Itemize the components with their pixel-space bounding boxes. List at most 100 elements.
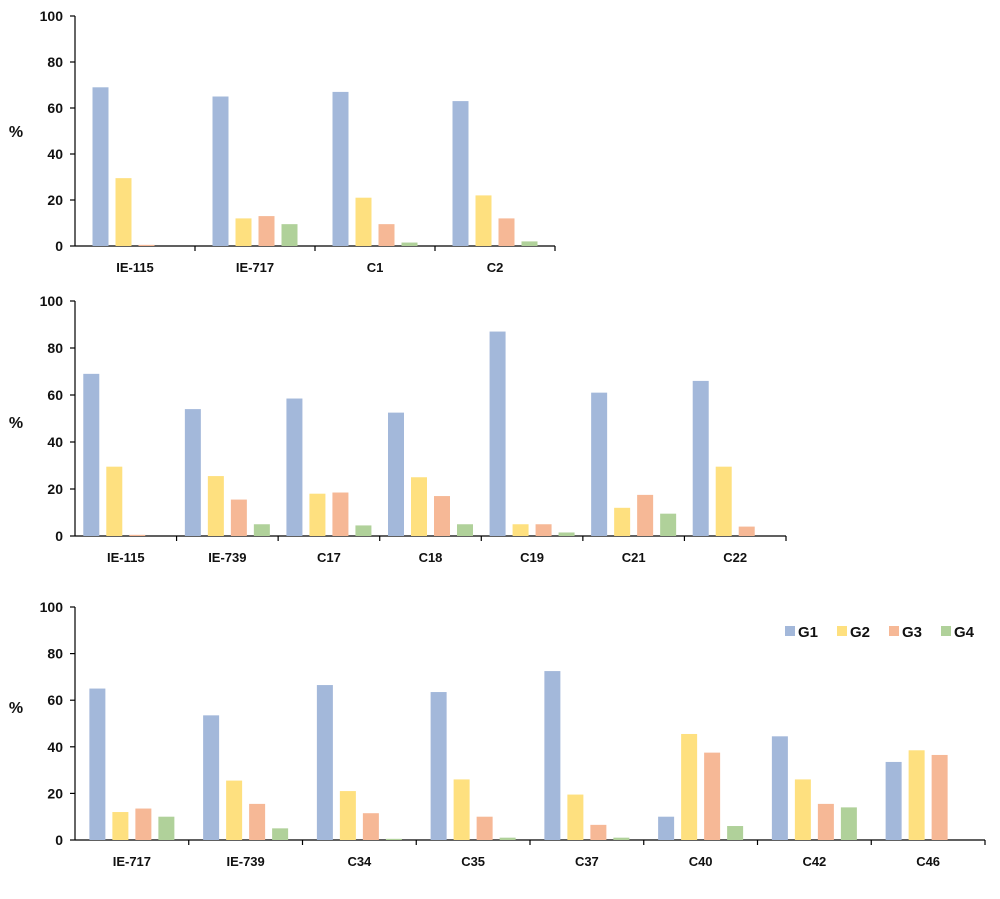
bar-g1-c46: [885, 761, 902, 840]
legend-label-g2: G2: [850, 624, 870, 641]
bar-g2-ie-717: [235, 218, 252, 246]
bar-g2-c17: [309, 493, 326, 536]
bar-g3-c34: [362, 813, 379, 840]
y-tick-label: 20: [47, 192, 63, 208]
bar-g4-c42: [840, 807, 857, 840]
bar-g4-c21: [660, 513, 677, 536]
legend-swatch-g2: [837, 626, 847, 636]
legend: G1 G2 G3 G4: [785, 624, 975, 641]
bar-g4-c37: [613, 837, 630, 840]
bar-g3-c40: [704, 752, 721, 840]
legend-swatch-g4: [941, 626, 951, 636]
x-tick-label: IE-739: [226, 854, 264, 869]
y-tick-label: 0: [55, 832, 63, 848]
x-tick-label: C42: [802, 854, 826, 869]
bar-g2-c2: [475, 195, 492, 246]
bar-g1-ie-115: [92, 87, 109, 246]
bar-g2-ie-717: [112, 812, 129, 840]
legend-label-g4: G4: [954, 624, 975, 641]
x-tick-label: C1: [367, 260, 384, 275]
x-tick-label: C21: [622, 550, 646, 565]
y-tick-label: 60: [47, 692, 63, 708]
bar-g2-c46: [908, 750, 925, 840]
bar-g2-c34: [339, 791, 356, 840]
bar-g4-ie-739: [253, 524, 270, 536]
chart-3: 0 20 40 60 80 100% IE-717 IE-739 C34 C35 C37 C40 C42…: [9, 599, 986, 869]
y-axis-label: %: [9, 415, 23, 432]
bar-g4-c19: [558, 532, 575, 536]
y-tick-label: 80: [47, 54, 63, 70]
x-tick-label: C37: [575, 854, 599, 869]
y-tick-label: 40: [47, 739, 63, 755]
legend-label-g3: G3: [902, 624, 922, 641]
bar-g3-c19: [535, 524, 552, 536]
chart-2: 0 20 40 60 80 100% IE-115 IE-739 C17 C18 C19 C21 C22: [9, 293, 787, 565]
bar-g3-c21: [637, 494, 654, 536]
bar-g3-ie-115: [138, 244, 155, 246]
bar-g4-c1: [401, 242, 418, 246]
x-tick-label: C22: [723, 550, 747, 565]
bar-g1-ie-115: [83, 373, 100, 536]
bar-g3-ie-739: [249, 803, 266, 840]
bar-g3-c37: [590, 824, 607, 840]
y-tick-label: 0: [55, 528, 63, 544]
bar-g2-c19: [512, 524, 529, 536]
x-tick-label: IE-115: [116, 260, 154, 275]
x-tick-label: C40: [689, 854, 713, 869]
bar-g2-c40: [681, 733, 698, 840]
bar-g3-c35: [476, 816, 493, 840]
x-tick-label: IE-739: [208, 550, 246, 565]
bar-g2-c22: [715, 466, 732, 536]
bar-g1-c35: [430, 692, 447, 840]
bar-g3-c18: [434, 496, 450, 536]
bar-g2-ie-739: [226, 780, 243, 840]
bar-g4-c34: [385, 838, 402, 840]
bar-g2-c37: [567, 794, 584, 840]
bar-g3-ie-739: [230, 499, 247, 536]
bar-g2-c42: [794, 779, 811, 840]
x-tick-label: C35: [461, 854, 485, 869]
bar-g2-ie-739: [207, 476, 224, 536]
bar-g3-c42: [817, 803, 834, 840]
y-tick-label: 100: [40, 599, 64, 615]
y-tick-label: 100: [40, 293, 64, 309]
bar-g4-c2: [521, 241, 538, 246]
bar-g4-c40: [727, 826, 744, 840]
bar-g3-c46: [931, 754, 948, 840]
bar-g3-c1: [378, 224, 395, 246]
x-tick-label: IE-115: [107, 550, 145, 565]
bar-g1-c17: [286, 398, 303, 536]
bar-g1-ie-717: [89, 688, 106, 840]
chart-1: 0 20 40 60 80 100% IE-115 IE-717 C1 C2: [9, 8, 556, 275]
bar-g1-c22: [692, 380, 709, 536]
legend-swatch-g1: [785, 626, 795, 636]
bar-g1-c19: [489, 331, 506, 536]
bar-g3-ie-717: [135, 808, 152, 840]
y-tick-label: 20: [47, 481, 63, 497]
y-tick-label: 80: [47, 340, 63, 356]
bar-g2-ie-115: [106, 466, 123, 536]
y-tick-label: 40: [47, 434, 63, 450]
x-tick-label: C34: [347, 854, 372, 869]
legend-label-g1: G1: [798, 624, 818, 641]
x-tick-label: IE-717: [113, 854, 151, 869]
bar-g1-ie-717: [212, 96, 229, 246]
bar-g2-c1: [355, 197, 372, 246]
bar-g1-c37: [544, 671, 561, 840]
x-tick-label: C18: [419, 550, 443, 565]
bar-g3-c2: [498, 218, 515, 246]
bar-g4-c17: [355, 525, 372, 536]
y-tick-label: 60: [47, 387, 63, 403]
bar-g1-c40: [658, 816, 675, 840]
y-tick-label: 60: [47, 100, 63, 116]
y-tick-label: 40: [47, 146, 63, 162]
bar-g1-c21: [591, 392, 608, 536]
bar-g3-c17: [332, 492, 349, 536]
bar-g1-ie-739: [184, 409, 201, 536]
bar-g4-c35: [499, 837, 516, 840]
x-tick-label: C46: [916, 854, 940, 869]
bar-g1-c1: [332, 91, 349, 247]
bar-g3-ie-717: [258, 216, 275, 246]
bar-g1-c42: [771, 736, 788, 840]
